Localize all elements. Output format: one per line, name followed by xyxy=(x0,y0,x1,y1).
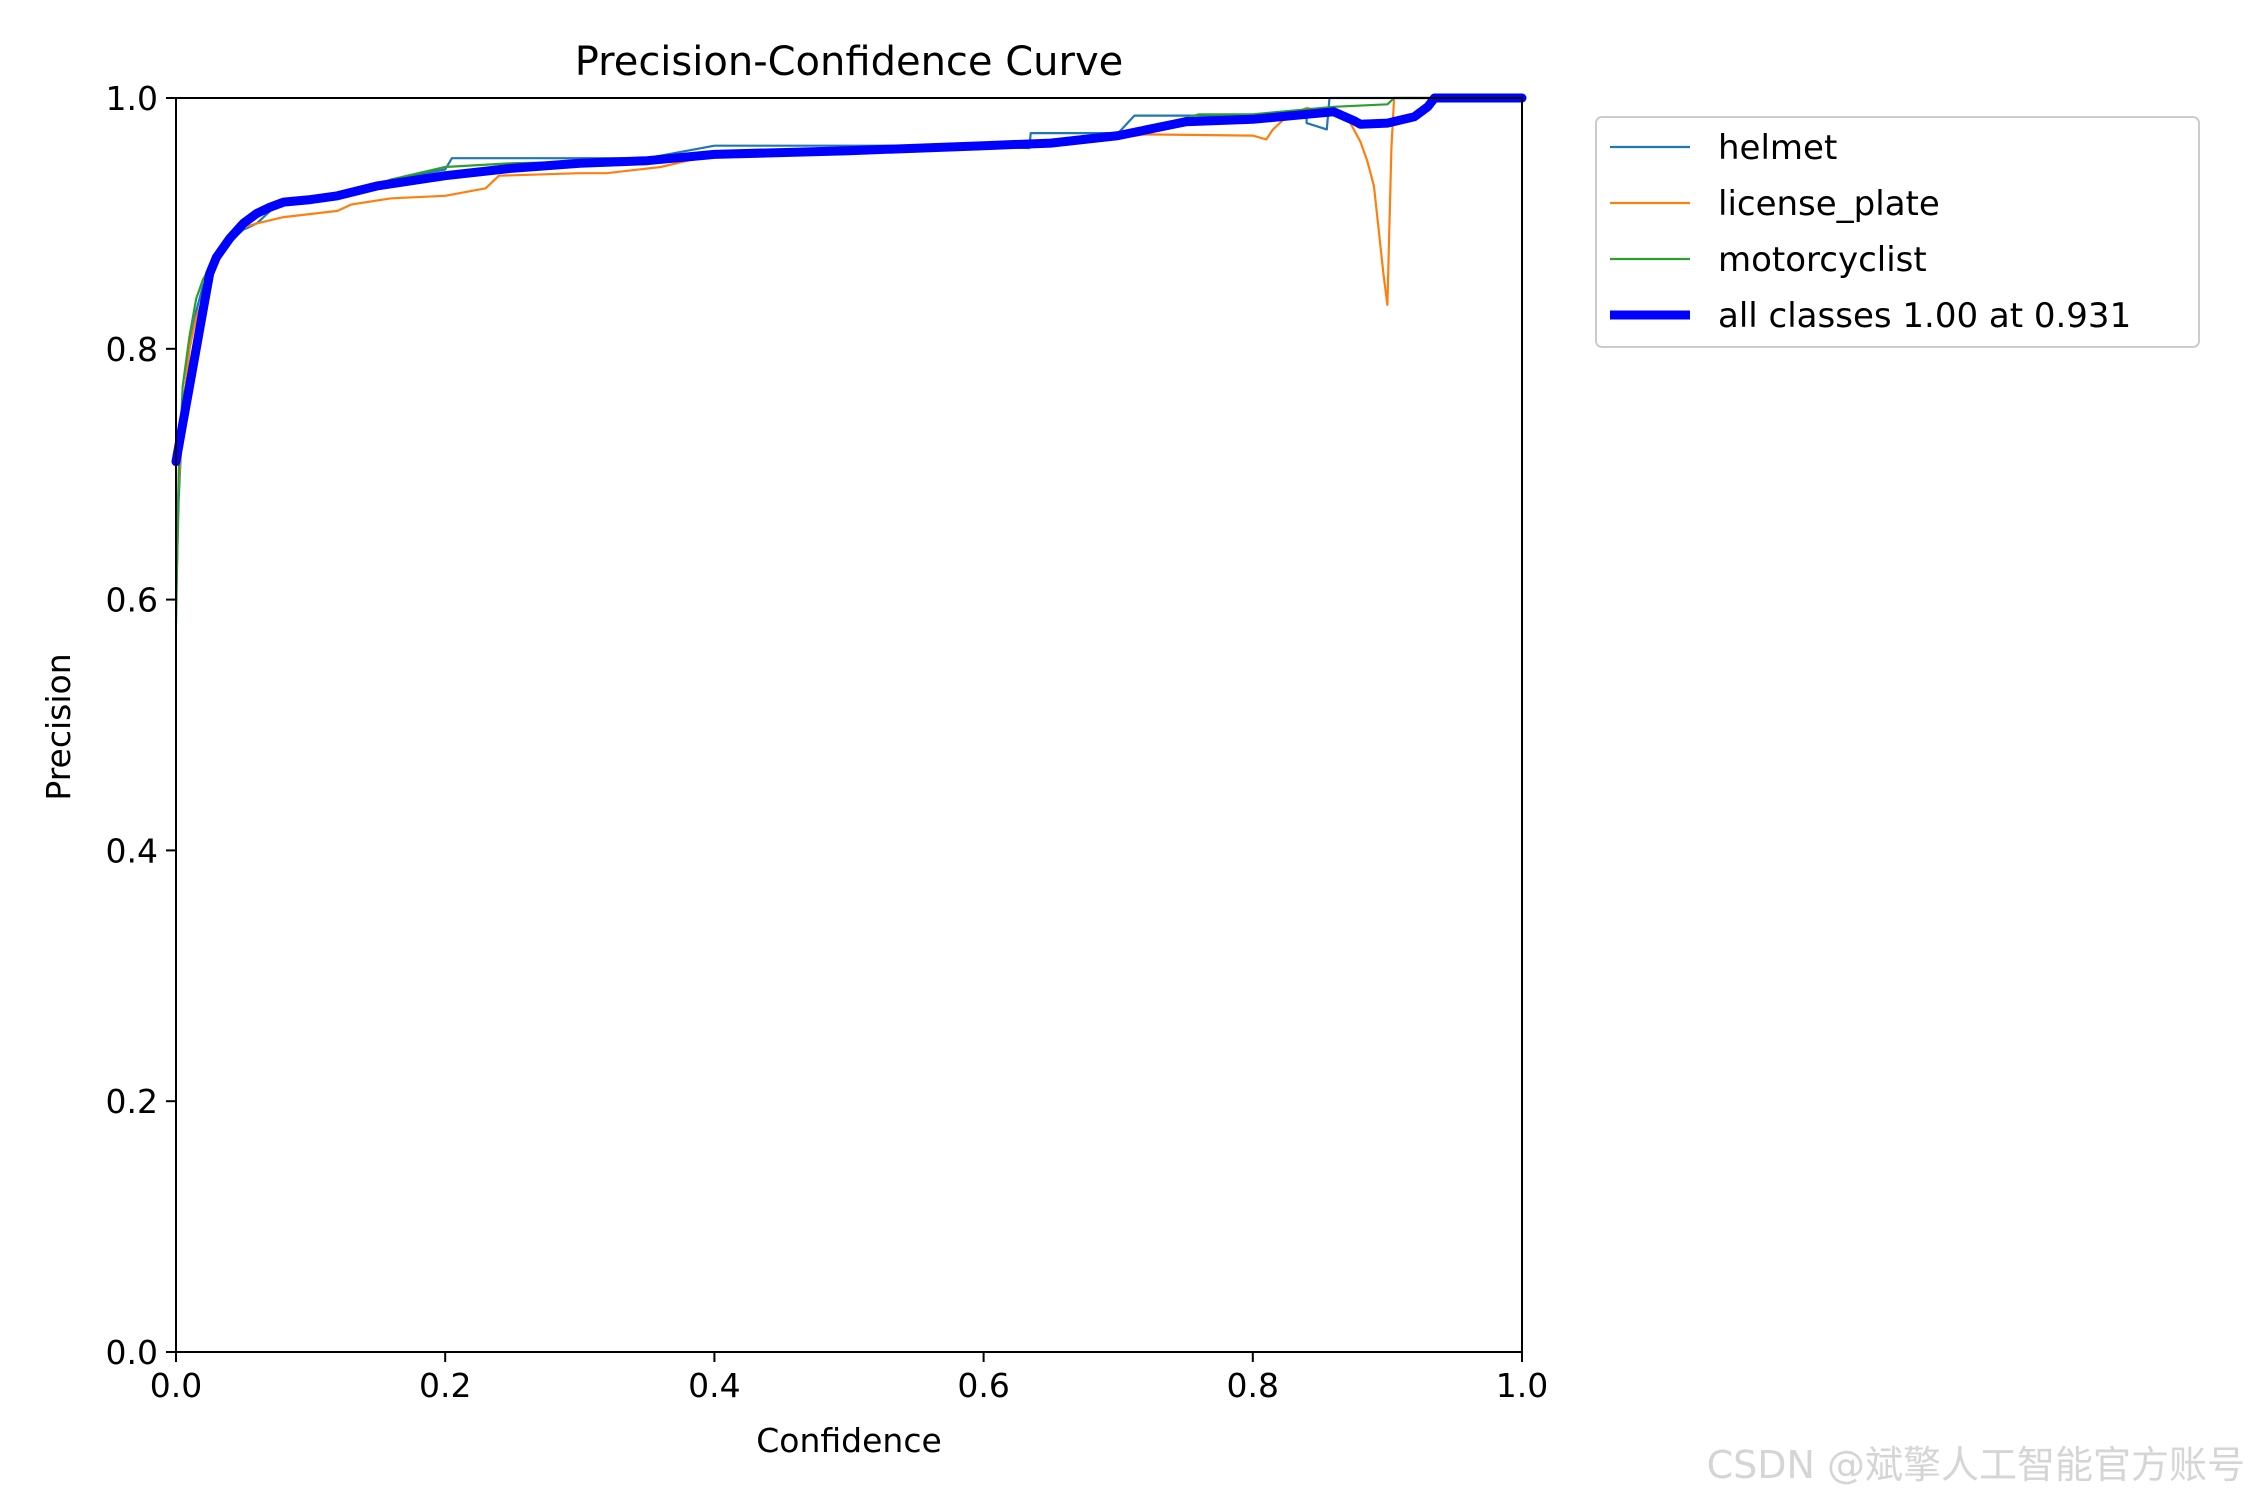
x-tick-label: 1.0 xyxy=(1496,1366,1548,1405)
y-axis-label: Precision xyxy=(39,653,78,800)
chart-title: Precision-Confidence Curve xyxy=(575,39,1124,85)
legend-label: license_plate xyxy=(1718,184,1940,224)
y-tick-label: 0.2 xyxy=(106,1082,158,1121)
x-tick-label: 0.2 xyxy=(419,1366,471,1405)
x-axis-ticks: 0.0 0.2 0.4 0.6 0.8 1.0 xyxy=(150,1352,1548,1405)
legend-label: motorcyclist xyxy=(1718,240,1927,280)
x-tick-label: 0.0 xyxy=(150,1366,202,1405)
y-tick-label: 0.8 xyxy=(106,330,158,369)
legend-label: helmet xyxy=(1718,128,1837,168)
legend-frame xyxy=(1595,116,2200,348)
y-tick-label: 0.6 xyxy=(106,581,158,620)
y-tick-label: 0.0 xyxy=(106,1333,158,1372)
y-tick-label: 0.4 xyxy=(106,831,158,870)
axes-frame xyxy=(175,97,1523,1353)
legend: helmet license_plate motorcyclist all class… xyxy=(1595,116,2200,348)
y-axis-ticks: 0.0 0.2 0.4 0.6 0.8 1.0 xyxy=(106,79,176,1372)
series-line-all xyxy=(171,93,1527,467)
x-tick-label: 0.6 xyxy=(957,1366,1009,1405)
series-group xyxy=(171,93,1527,626)
y-tick-label: 1.0 xyxy=(106,79,158,118)
x-axis-label: Confidence xyxy=(756,1421,942,1460)
watermark: CSDN @斌擎人工智能官方账号 xyxy=(1707,1443,2245,1487)
legend-label: all classes 1.00 at 0.931 xyxy=(1718,296,2131,336)
x-tick-label: 0.8 xyxy=(1227,1366,1279,1405)
x-tick-label: 0.4 xyxy=(688,1366,740,1405)
